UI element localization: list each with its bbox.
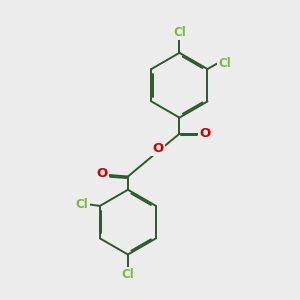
Text: O: O	[152, 142, 164, 155]
Text: Cl: Cl	[173, 26, 186, 39]
Text: O: O	[97, 167, 108, 180]
Text: Cl: Cl	[76, 198, 88, 211]
Text: Cl: Cl	[218, 57, 231, 70]
Text: O: O	[200, 127, 211, 140]
Text: Cl: Cl	[122, 268, 134, 281]
